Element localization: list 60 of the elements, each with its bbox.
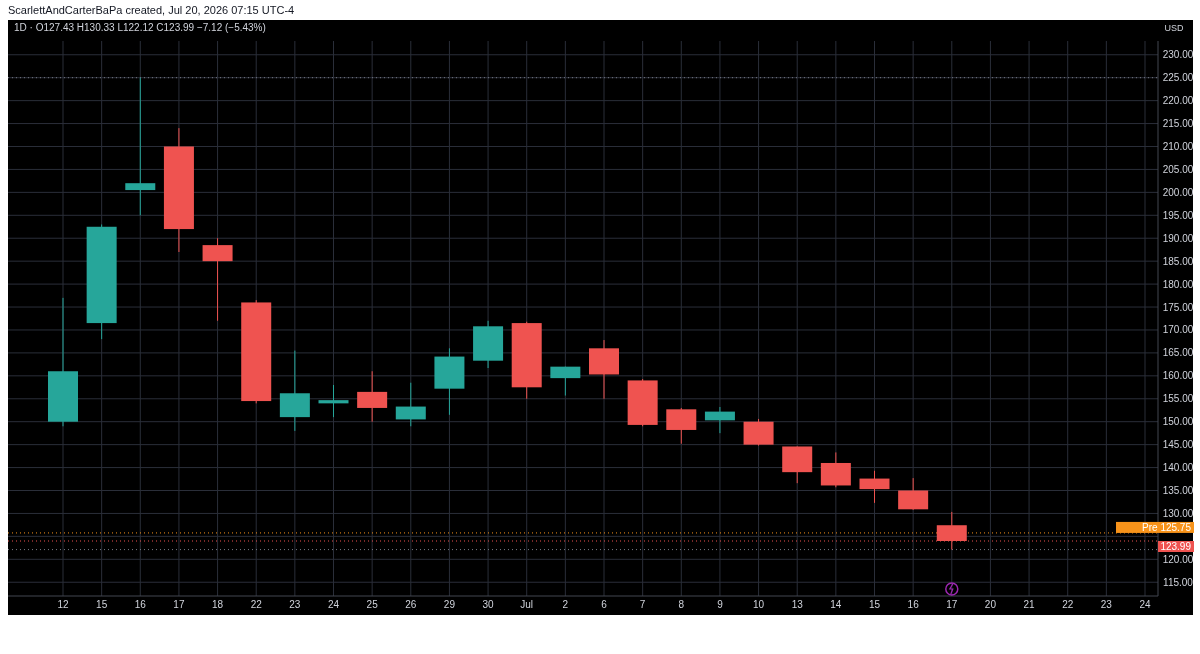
x-tick-label: 9	[717, 599, 724, 610]
candlestick	[318, 384, 349, 418]
x-tick-label: 2	[562, 599, 569, 610]
x-tick-label: 22	[250, 599, 263, 610]
x-tick-label: 14	[830, 599, 842, 610]
y-tick-label: 165.00	[1162, 347, 1194, 359]
x-tick-label: 30	[482, 599, 495, 610]
x-tick-label: 15	[868, 599, 881, 610]
y-tick-label: 230.00	[1162, 49, 1194, 61]
x-tick-label: 20	[984, 599, 997, 610]
text: ScarlettAndCarterBaPa created, Jul 20, 2026 07:15 UTC-4	[8, 4, 295, 16]
y-tick-label: 205.00	[1162, 163, 1194, 175]
y-tick-label: 195.00	[1162, 209, 1194, 221]
x-tick-label: 18	[212, 599, 224, 610]
x-tick-label: 16	[134, 599, 147, 610]
x-tick-label: 23	[289, 599, 301, 610]
y-tick-label: 220.00	[1162, 95, 1194, 107]
x-tick-label: 8	[678, 599, 685, 610]
y-tick-label: 155.00	[1162, 393, 1194, 405]
y-tick-label: 180.00	[1162, 278, 1194, 290]
y-tick-label: 115.00	[1163, 576, 1194, 588]
y-tick-label: 215.00	[1162, 118, 1194, 130]
x-tick-label: 17	[173, 599, 185, 610]
y-tick-label: 175.00	[1162, 301, 1194, 313]
x-tick-label: 6	[601, 599, 608, 610]
y-tick-label: 130.00	[1162, 507, 1194, 519]
y-tick-label: 225.00	[1162, 72, 1194, 84]
y-tick-label: 145.00	[1162, 439, 1194, 451]
x-tick-label: 24	[327, 599, 340, 610]
text: USD	[1164, 23, 1184, 33]
x-tick-label: 23	[1100, 599, 1113, 610]
x-tick-label: 15	[96, 599, 108, 610]
x-tick-label: 21	[1023, 599, 1036, 610]
x-tick-label: 24	[1139, 599, 1151, 610]
x-tick-label: 16	[907, 599, 920, 610]
y-tick-label: 190.00	[1162, 232, 1194, 244]
x-tick-label: Jul	[520, 599, 534, 610]
y-tick-label: 135.00	[1162, 485, 1194, 496]
ref-line-label: 123.99	[1160, 541, 1192, 552]
x-tick-label: 29	[443, 599, 456, 610]
x-tick-label: 22	[1062, 599, 1074, 610]
x-tick-label: 13	[791, 599, 804, 610]
x-tick-label: 26	[405, 599, 417, 610]
y-tick-label: 210.00	[1162, 141, 1194, 152]
y-tick-label: 160.00	[1162, 370, 1194, 382]
ref-line-label: Pre 125.75	[1142, 521, 1192, 533]
x-tick-label: 12	[57, 599, 69, 610]
y-tick-label: 120.00	[1162, 553, 1194, 565]
candlestick	[125, 77, 156, 216]
y-tick-label: 140.00	[1162, 462, 1194, 474]
y-tick-label: 170.00	[1162, 324, 1194, 336]
y-tick-label: 185.00	[1162, 255, 1194, 267]
x-tick-label: 17	[946, 599, 958, 610]
x-tick-label: 7	[639, 599, 646, 610]
candlestick	[704, 406, 735, 434]
y-tick-label: 150.00	[1162, 416, 1194, 428]
x-tick-label: 25	[366, 599, 379, 610]
x-tick-label: 10	[753, 599, 765, 610]
y-tick-label: 200.00	[1162, 186, 1194, 198]
chart-title: 1D · O127.43 H130.33 L122.12 C123.99 −7.12 (−5.43%)	[14, 22, 266, 33]
